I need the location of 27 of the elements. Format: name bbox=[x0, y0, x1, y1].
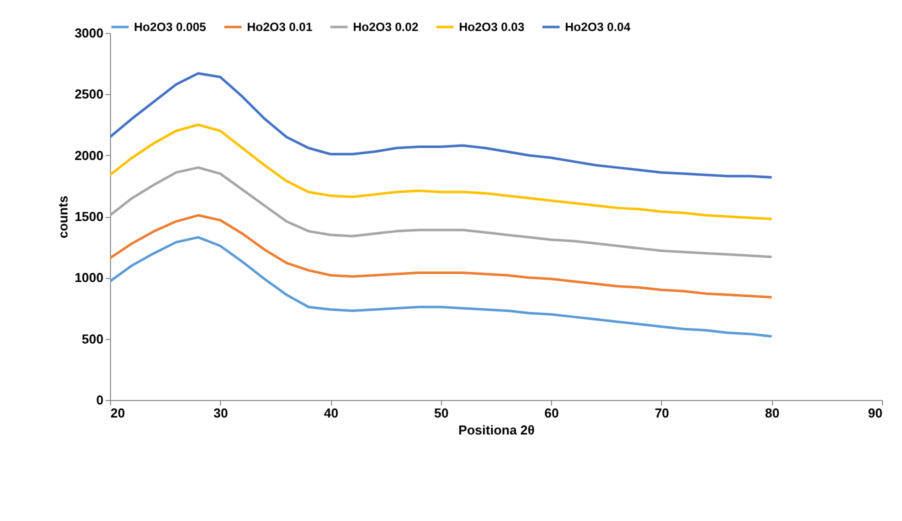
x-tick-label: 30 bbox=[214, 406, 228, 420]
legend-label: Ho2O3 0.04 bbox=[565, 20, 631, 34]
x-tick-label: 80 bbox=[764, 406, 780, 420]
line-series bbox=[110, 124, 773, 220]
x-tick-label: 40 bbox=[324, 406, 338, 420]
y-axis-title: counts bbox=[56, 196, 71, 238]
x-tick-label: 50 bbox=[434, 406, 449, 420]
y-tick-label: 0 bbox=[96, 392, 104, 408]
x-axis-title: Positiona 2θ bbox=[458, 422, 535, 438]
legend-label: Ho2O3 0.03 bbox=[459, 20, 525, 34]
y-tick-label: 3000 bbox=[74, 26, 104, 40]
x-tick-label: 60 bbox=[544, 406, 559, 420]
y-tick-label: 1000 bbox=[74, 270, 104, 286]
x-tick-label: 70 bbox=[654, 406, 670, 420]
y-tick-label: 2500 bbox=[74, 86, 104, 102]
y-tick-label: 2000 bbox=[74, 148, 104, 163]
line-series bbox=[110, 214, 773, 298]
line-series bbox=[110, 72, 773, 179]
legend-label: Ho2O3 0.01 bbox=[247, 20, 313, 34]
line-series bbox=[110, 166, 773, 258]
x-tick-label: 20 bbox=[110, 406, 125, 420]
x-tick-label: 90 bbox=[868, 406, 882, 420]
legend-label: Ho2O3 0.02 bbox=[353, 20, 419, 34]
legend-label: Ho2O3 0.005 bbox=[134, 20, 206, 34]
y-tick-label: 500 bbox=[82, 331, 104, 346]
y-tick-label: 1500 bbox=[74, 209, 104, 224]
line-series bbox=[110, 236, 773, 338]
